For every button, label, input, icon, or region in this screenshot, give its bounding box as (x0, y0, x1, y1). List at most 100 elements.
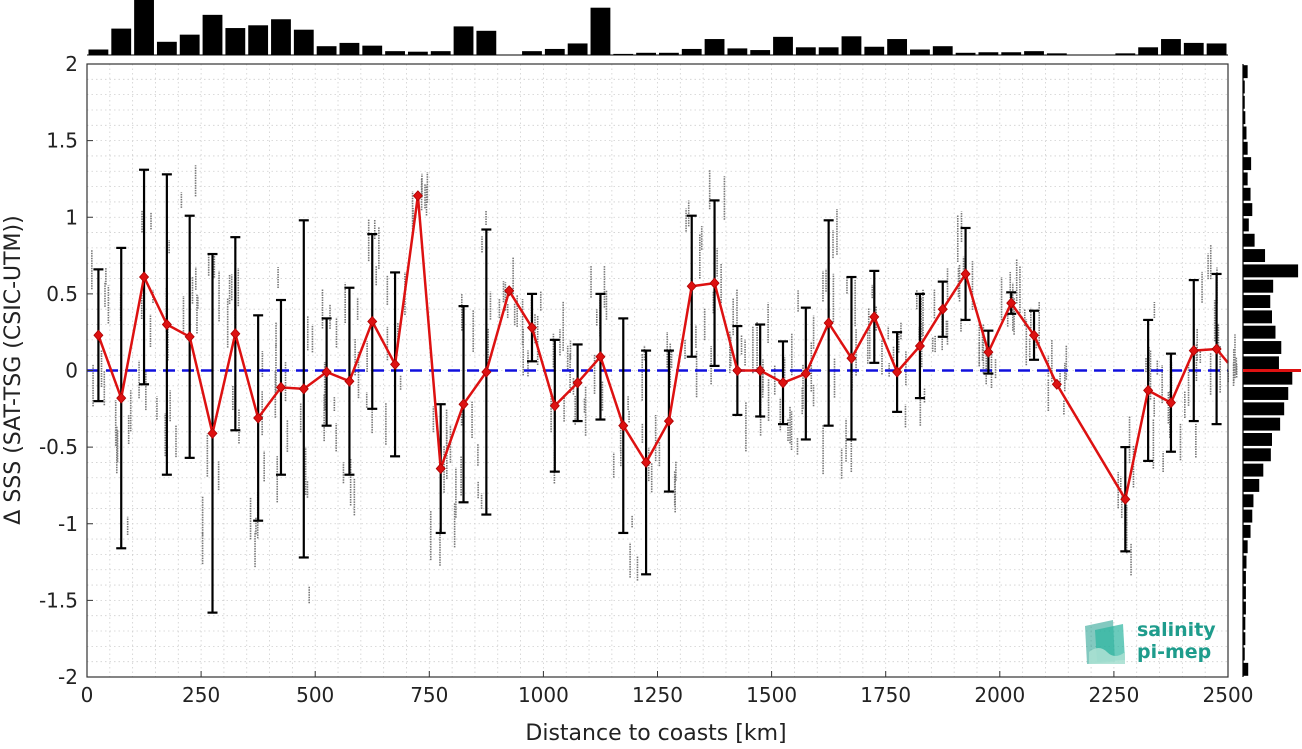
data-point (1211, 343, 1222, 355)
top-histogram-bar (476, 30, 497, 55)
y-tick-label: 0 (65, 359, 78, 383)
data-point (526, 321, 538, 334)
y-tick-label: -0.5 (39, 435, 78, 459)
top-histogram-bar (887, 39, 908, 55)
data-point (458, 398, 469, 410)
right-histogram-bar (1243, 616, 1246, 630)
top-histogram-bar (795, 47, 816, 55)
data-point (116, 392, 127, 404)
top-histogram-bar (1115, 53, 1136, 55)
right-histogram-bar (1243, 218, 1249, 232)
right-histogram-bar (1243, 570, 1246, 584)
x-tick-label: 2250 (1088, 683, 1139, 707)
right-histogram-bar (1243, 279, 1274, 293)
data-point (960, 268, 971, 280)
right-histogram-bar (1243, 126, 1247, 140)
top-histogram-bar (430, 51, 451, 55)
x-tick-label: 500 (296, 683, 334, 707)
right-histogram-bar (1243, 387, 1289, 400)
top-histogram (87, 0, 1228, 56)
data-point (777, 377, 789, 389)
data-point (1120, 493, 1131, 505)
right-histogram-bar (1243, 463, 1264, 477)
top-histogram-bar (88, 49, 109, 55)
right-histogram-bar (1243, 662, 1249, 676)
right-histogram-bar (1243, 80, 1245, 94)
data-point (595, 351, 606, 363)
y-tick-label: 2 (65, 52, 78, 76)
right-histogram-bar (1243, 356, 1279, 370)
data-point (184, 331, 195, 343)
logo-text-line-2: pi-mep (1137, 641, 1211, 663)
data-point (641, 456, 652, 469)
top-histogram-bar (910, 49, 930, 55)
top-histogram-bar (179, 34, 200, 55)
data-point (709, 277, 720, 289)
y-tick-label: -1.5 (39, 588, 78, 612)
y-tick-label: -2 (58, 665, 78, 689)
x-tick-label: 750 (410, 683, 448, 707)
right-histogram-bar (1243, 249, 1266, 263)
top-histogram-bar (1183, 42, 1204, 55)
right-histogram-bar (1243, 647, 1245, 661)
top-histogram-bar (225, 28, 246, 55)
right-histogram-bar (1243, 478, 1260, 492)
right-histogram-bar (1243, 95, 1245, 109)
right-histogram-bar (1243, 203, 1253, 217)
top-histogram-bar (1024, 51, 1044, 55)
top-histogram-bar (773, 36, 793, 55)
top-histogram-bar (316, 46, 337, 55)
data-point (93, 329, 104, 341)
right-histogram-bar (1243, 111, 1246, 125)
data-point (139, 271, 150, 283)
right-histogram-bar (1243, 264, 1299, 278)
data-point (572, 377, 583, 389)
top-histogram-bar (385, 51, 405, 55)
data-point (846, 352, 857, 364)
top-histogram-bar (932, 46, 953, 55)
right-histogram-bar (1243, 402, 1285, 416)
right-histogram-bar (1243, 295, 1271, 308)
right-histogram-bar (1243, 555, 1247, 569)
top-histogram-bar (955, 52, 976, 55)
top-histogram-bar (271, 19, 291, 55)
right-histogram-bar (1243, 494, 1254, 508)
right-histogram-bar (1243, 540, 1248, 554)
top-histogram-bar (202, 14, 223, 56)
data-point (686, 280, 697, 292)
x-tick-label: 250 (182, 683, 220, 707)
right-histogram-bar (1243, 371, 1293, 385)
top-histogram-bar (1046, 53, 1067, 55)
logo: salinity pi-mep (1085, 619, 1216, 664)
data-point (914, 340, 925, 352)
logo-text-line-1: salinity (1137, 619, 1216, 641)
data-point (983, 346, 994, 358)
top-histogram-bar (613, 53, 634, 55)
right-histogram-bar (1243, 141, 1248, 155)
right-histogram-bar (1243, 632, 1246, 646)
top-histogram-bar (111, 28, 132, 55)
right-histogram-bar (1243, 157, 1252, 171)
data-point (1165, 397, 1176, 409)
right-histogram-bar (1243, 310, 1272, 324)
top-histogram-bar (727, 48, 748, 55)
data-point (253, 412, 264, 424)
top-histogram-bar (704, 39, 725, 55)
data-point (367, 315, 378, 328)
data-point (618, 420, 629, 432)
right-histogram (1242, 64, 1301, 677)
top-histogram-bar (818, 47, 839, 55)
data-point (1028, 329, 1040, 341)
data-point (298, 383, 309, 395)
right-histogram-bar (1243, 433, 1272, 446)
data-point (1143, 384, 1154, 397)
data-point (435, 462, 446, 475)
x-tick-label: 2500 (1203, 683, 1254, 707)
data-point (937, 303, 948, 315)
top-histogram-bar (750, 50, 771, 55)
data-point (275, 381, 287, 393)
x-tick-label: 1500 (746, 683, 797, 707)
top-histogram-bar (681, 48, 702, 55)
data-point (344, 375, 355, 387)
